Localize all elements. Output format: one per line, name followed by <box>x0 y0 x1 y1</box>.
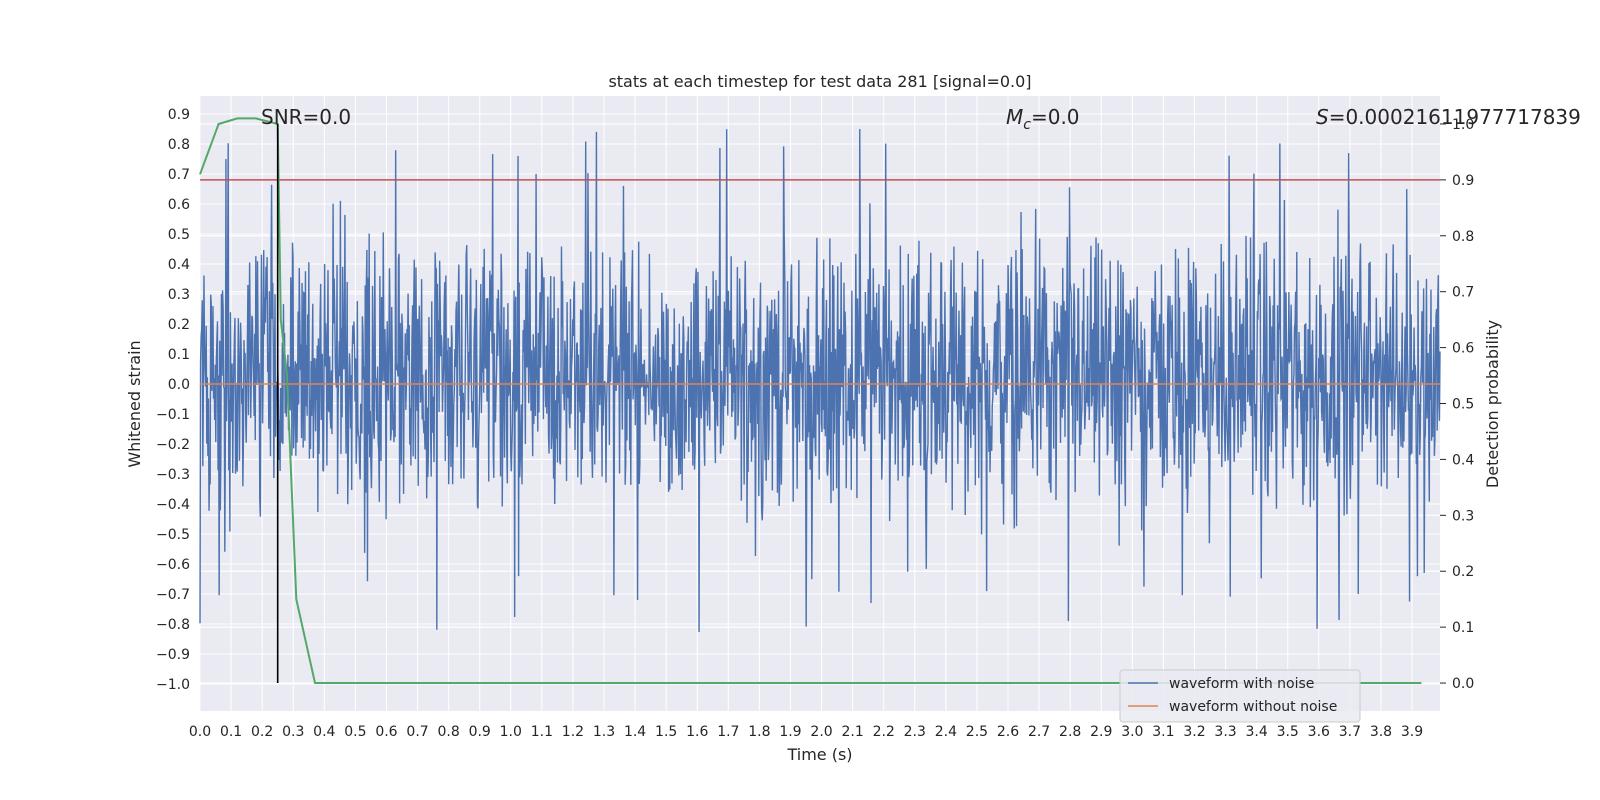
x-tick-label: 0.0 <box>189 724 211 740</box>
y-tick-label: 0.2 <box>168 317 190 333</box>
x-tick-label: 3.7 <box>1339 724 1361 740</box>
y-tick-label: −0.7 <box>156 587 190 603</box>
y-tick-label: −0.1 <box>156 407 190 423</box>
chirp-mass-symbol: M <box>1006 105 1023 129</box>
x-tick-label: 0.1 <box>220 724 242 740</box>
x-tick-label: 2.2 <box>873 724 895 740</box>
x-tick-label: 1.4 <box>624 724 646 740</box>
y2-axis-label: Detection probability <box>1483 320 1502 488</box>
s-annotation: S=0.00021611977717839 <box>1316 105 1581 129</box>
detection-probability-line <box>199 117 1422 684</box>
x-tick-label: 2.0 <box>810 724 832 740</box>
x-tick-label: 3.8 <box>1370 724 1392 740</box>
x-tick-label: 1.6 <box>686 724 708 740</box>
x-tick-label: 0.4 <box>313 724 335 740</box>
x-tick-label: 2.9 <box>1090 724 1112 740</box>
y2-tick-label: 0.4 <box>1452 452 1474 468</box>
y-axis-label: Whitened strain <box>125 340 144 467</box>
x-tick-label: 3.3 <box>1214 724 1236 740</box>
y2-tick-label: 0.9 <box>1452 173 1474 189</box>
s-value: =0.00021611977717839 <box>1329 105 1581 129</box>
chart-title: stats at each timestep for test data 281… <box>608 72 1031 91</box>
y2-tick-label: 0.8 <box>1452 229 1474 245</box>
y-tick-label: −0.6 <box>156 557 190 573</box>
y-tick-label: −0.9 <box>156 647 190 663</box>
chirp-mass-annotation: Mc=0.0 <box>1006 105 1080 133</box>
y-axis-left: 0.9 0.8 0.7 0.6 0.5 0.4 0.3 0.2 0.1 0.0 −0.1 −0.2 −0… <box>156 107 190 693</box>
x-axis: 0.0 0.1 0.2 0.3 0.4 0.5 0.6 0.7 0.8 0.9 1.0 1.1 1.2 1… <box>189 724 1423 740</box>
x-axis-label: Time (s) <box>786 745 852 764</box>
x-tick-label: 0.9 <box>469 724 491 740</box>
y-tick-label: −1.0 <box>156 677 190 693</box>
y-tick-label: 0.0 <box>168 377 190 393</box>
x-tick-label: 1.8 <box>748 724 770 740</box>
x-tick-label: 3.6 <box>1308 724 1330 740</box>
y-tick-label: 0.1 <box>168 347 190 363</box>
y2-tick-label: 0.6 <box>1452 341 1474 357</box>
y-tick-label: 0.5 <box>168 227 190 243</box>
y-tick-label: 0.3 <box>168 287 190 303</box>
legend: waveform with noise waveform without noi… <box>1119 669 1361 723</box>
chirp-mass-subscript: c <box>1023 117 1031 133</box>
x-tick-label: 1.3 <box>593 724 615 740</box>
x-tick-label: 3.0 <box>1121 724 1143 740</box>
y-tick-label: −0.5 <box>156 527 190 543</box>
x-tick-label: 1.5 <box>655 724 677 740</box>
x-tick-label: 2.3 <box>904 724 926 740</box>
x-tick-label: 2.5 <box>966 724 988 740</box>
y-axis-right: 1.0 0.9 0.8 0.7 0.6 0.5 0.4 0.3 0.2 0.1 0.0 <box>1440 117 1474 692</box>
s-symbol: S <box>1316 105 1329 129</box>
y2-tick-label: 0.0 <box>1452 676 1474 692</box>
x-tick-label: 3.2 <box>1183 724 1205 740</box>
y-tick-label: −0.3 <box>156 467 190 483</box>
x-tick-label: 0.7 <box>406 724 428 740</box>
x-tick-label: 3.9 <box>1401 724 1423 740</box>
noise-waveform-line <box>199 128 1441 633</box>
x-tick-label: 2.7 <box>1028 724 1050 740</box>
y2-tick-label: 0.2 <box>1452 564 1474 580</box>
legend-label-noise: waveform with noise <box>1169 676 1314 692</box>
y-tick-label: 0.4 <box>168 257 190 273</box>
snr-annotation: SNR=0.0 <box>261 105 351 129</box>
legend-box <box>1119 669 1361 723</box>
x-tick-label: 0.2 <box>251 724 273 740</box>
y2-tick-label: 0.7 <box>1452 285 1474 301</box>
x-tick-label: 2.4 <box>935 724 957 740</box>
x-tick-label: 1.0 <box>500 724 522 740</box>
y-tick-label: 0.9 <box>168 107 190 123</box>
chirp-mass-value: =0.0 <box>1031 105 1080 129</box>
x-tick-label: 0.5 <box>344 724 366 740</box>
x-tick-label: 3.4 <box>1246 724 1268 740</box>
y2-tick-label: 0.1 <box>1452 620 1474 636</box>
overlay-lines <box>199 117 1440 684</box>
y2-tick-label: 1.0 <box>1452 117 1474 133</box>
x-tick-label: 1.1 <box>531 724 553 740</box>
waveform-with-noise-series <box>199 128 1441 633</box>
y-tick-label: −0.2 <box>156 437 190 453</box>
x-tick-label: 2.1 <box>841 724 863 740</box>
x-tick-label: 1.9 <box>779 724 801 740</box>
y-tick-label: 0.7 <box>168 167 190 183</box>
x-tick-label: 3.5 <box>1277 724 1299 740</box>
y-tick-label: −0.8 <box>156 617 190 633</box>
x-tick-label: 1.7 <box>717 724 739 740</box>
x-tick-label: 0.6 <box>375 724 397 740</box>
x-tick-label: 2.8 <box>1059 724 1081 740</box>
y-tick-label: 0.6 <box>168 197 190 213</box>
x-tick-label: 0.3 <box>282 724 304 740</box>
x-tick-label: 0.8 <box>437 724 459 740</box>
x-tick-label: 1.2 <box>562 724 584 740</box>
legend-label-clean: waveform without noise <box>1169 699 1337 715</box>
x-tick-label: 3.1 <box>1152 724 1174 740</box>
y2-tick-label: 0.3 <box>1452 508 1474 524</box>
y2-tick-label: 0.5 <box>1452 397 1474 413</box>
y-tick-label: 0.8 <box>168 137 190 153</box>
x-tick-label: 2.6 <box>997 724 1019 740</box>
y-tick-label: −0.4 <box>156 497 190 513</box>
